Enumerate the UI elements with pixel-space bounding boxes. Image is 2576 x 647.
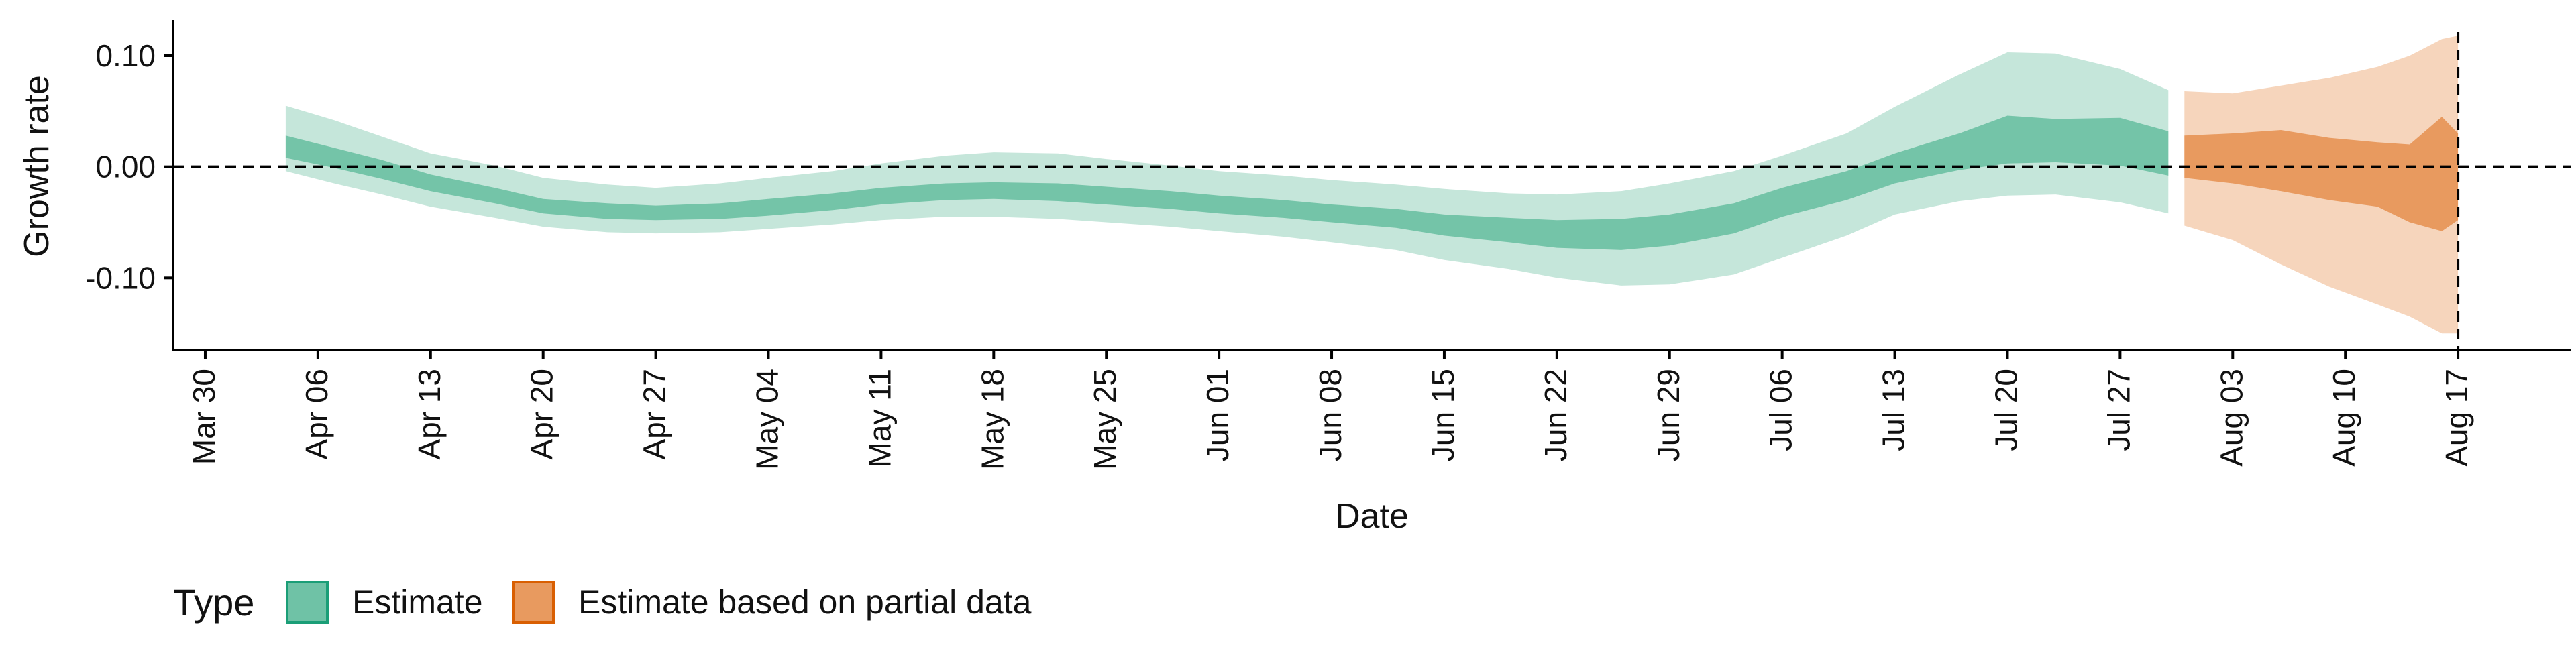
bands-layer (285, 36, 2459, 334)
x-tick-label: May 18 (975, 369, 1010, 470)
x-tick-label: Jul 06 (1764, 369, 1799, 451)
x-tick-label: Apr 20 (525, 369, 559, 460)
x-tick-label: Jul 27 (2101, 369, 2136, 451)
axes (172, 20, 2571, 351)
x-tick-label: Jun 29 (1651, 369, 1686, 461)
x-tick-label: May 11 (862, 369, 897, 467)
legend: Type Estimate Estimate based on partial … (173, 581, 1032, 624)
x-tick-label: Jun 22 (1538, 369, 1573, 461)
x-tick-label: Apr 06 (299, 369, 334, 460)
x-tick-label: Aug 10 (2326, 369, 2361, 467)
x-tick-label: Aug 03 (2214, 369, 2249, 467)
x-axis-ticks: Mar 30 Apr 06 Apr 13 Apr 20 Apr 27 May 04 May … (186, 350, 2474, 470)
x-tick-label: Apr 13 (412, 369, 447, 460)
partial-estimate-inner-band (2184, 117, 2459, 231)
y-tick-label: 0.00 (95, 150, 156, 184)
legend-title: Type (173, 581, 254, 624)
x-tick-label: May 25 (1087, 369, 1122, 470)
legend-swatch-estimate (286, 581, 329, 624)
legend-label-partial: Estimate based on partial data (578, 583, 1032, 621)
y-tick-label: -0.10 (85, 260, 156, 295)
reference-lines (173, 32, 2571, 350)
x-tick-label: Jun 08 (1313, 369, 1348, 461)
x-tick-label: Mar 30 (186, 369, 221, 465)
x-tick-label: May 04 (750, 369, 785, 470)
y-axis-title: Growth rate (17, 75, 56, 257)
x-tick-label: Jun 01 (1200, 369, 1235, 461)
x-axis-title: Date (1335, 497, 1409, 536)
x-tick-label: Aug 17 (2439, 369, 2474, 467)
x-tick-label: Apr 27 (637, 369, 672, 460)
y-axis-ticks: 0.10 0.00 -0.10 (85, 38, 173, 295)
y-tick-label: 0.10 (95, 38, 156, 73)
x-tick-label: Jul 13 (1876, 369, 1911, 451)
estimate-inner-band (285, 115, 2169, 250)
legend-label-estimate: Estimate (352, 583, 483, 621)
legend-swatch-partial (512, 581, 555, 624)
x-tick-label: Jun 15 (1426, 369, 1460, 461)
x-tick-label: Jul 20 (1989, 369, 2024, 451)
